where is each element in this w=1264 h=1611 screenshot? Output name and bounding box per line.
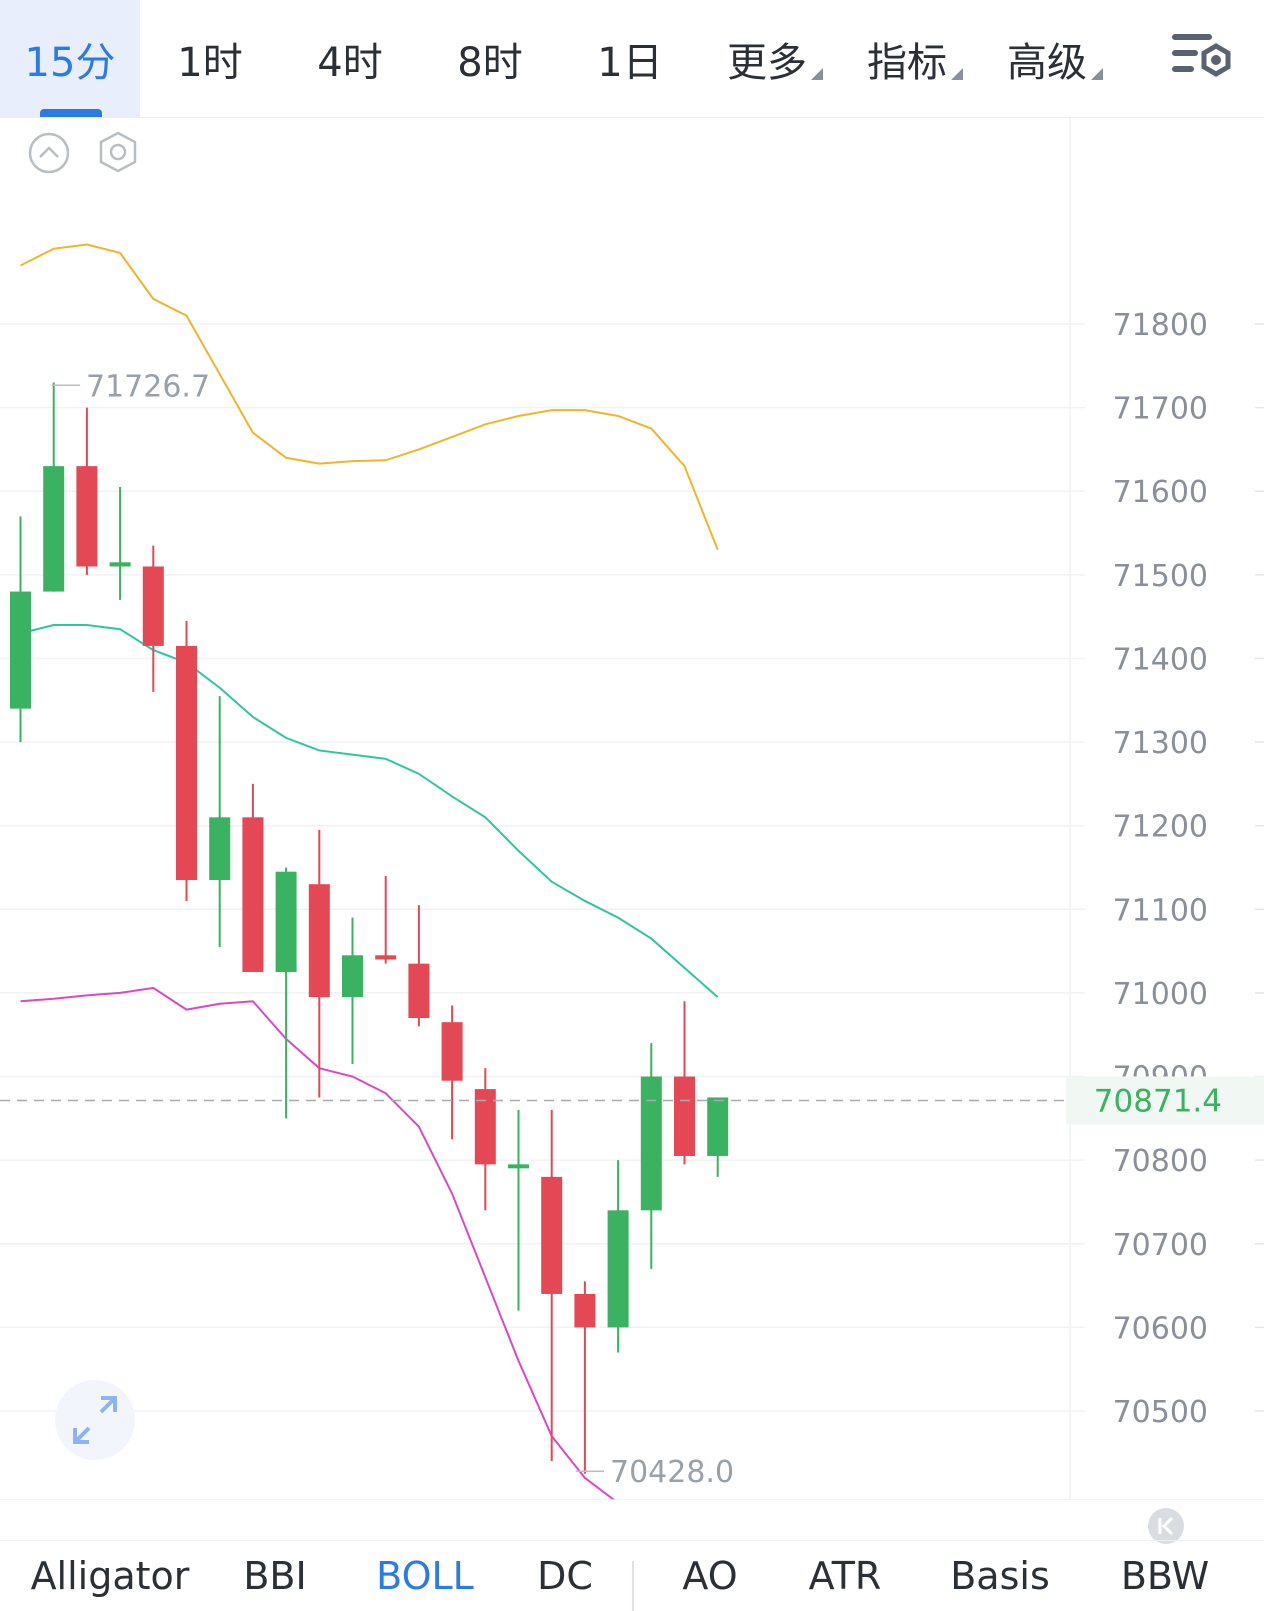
tab-15min[interactable]: 15分: [0, 0, 140, 117]
tab-label: 指标: [867, 39, 947, 86]
settings-hexagon-icon[interactable]: [96, 130, 140, 174]
indicator-tab-label: ATR: [808, 1554, 882, 1598]
indicator-tab-dc[interactable]: DC: [510, 1541, 620, 1611]
candle-body: [674, 1076, 695, 1156]
candle-body: [142, 566, 164, 646]
candle-body: [43, 466, 65, 592]
indicator-tab-label: BOLL: [376, 1554, 474, 1598]
last-price-label: 70871.4: [1094, 1083, 1222, 1119]
candle-body: [242, 817, 264, 973]
price-axis-label: 71100: [1113, 893, 1208, 928]
scroll-to-latest-icon[interactable]: [1148, 1508, 1184, 1544]
candle-body: [10, 591, 31, 709]
candle-body: [209, 817, 231, 881]
tab-advanced-dropdown[interactable]: 高级: [985, 0, 1125, 117]
candle-body: [76, 466, 98, 567]
candle-body: [308, 884, 330, 998]
high-price-marker: 71726.7: [86, 369, 210, 404]
indicator-tab-label: AO: [682, 1554, 738, 1598]
tab-label: 高级: [1007, 39, 1087, 86]
price-axis-label: 71000: [1113, 977, 1208, 1012]
tab-more-dropdown[interactable]: 更多: [705, 0, 845, 117]
tab-4h[interactable]: 4时: [280, 0, 420, 117]
dropdown-caret-icon: [811, 67, 823, 80]
tab-1h[interactable]: 1时: [140, 0, 280, 117]
indicator-tab-ao[interactable]: AO: [650, 1541, 770, 1611]
price-axis-label: 71800: [1113, 308, 1208, 343]
chart-canvas[interactable]: 71800 71700 71600 71500 71400 71300 71200 71100…: [0, 118, 1264, 1541]
price-axis-label: 70500: [1113, 1395, 1208, 1430]
tab-indicators-dropdown[interactable]: 指标: [845, 0, 985, 117]
indicator-tab-basis[interactable]: Basis: [925, 1541, 1075, 1611]
indicator-tab-label: Alligator: [30, 1554, 190, 1598]
collapse-up-icon[interactable]: [28, 132, 70, 174]
boll-mid-line: [20, 624, 719, 998]
candle-body: [640, 1076, 662, 1211]
indicator-tab-label: Basis: [950, 1554, 1050, 1598]
candle-body: [375, 955, 397, 960]
indicator-tab-alligator[interactable]: Alligator: [20, 1541, 200, 1611]
candle-body: [275, 871, 297, 973]
price-axis-label: 70600: [1113, 1311, 1208, 1346]
price-axis-label: 71200: [1113, 810, 1208, 845]
indicator-tab-label: BBW: [1120, 1554, 1210, 1598]
tab-1d[interactable]: 1日: [560, 0, 700, 117]
low-price-marker: 70428.0: [610, 1455, 734, 1490]
indicator-tab-bar: Alligator BBI BOLL DC AO ATR Basis BBW: [0, 1540, 1264, 1611]
candle-body: [109, 562, 131, 567]
tab-label: 更多: [727, 39, 807, 86]
tab-label: 15分: [24, 39, 116, 86]
price-axis-label: 70700: [1113, 1228, 1208, 1263]
last-price-badge: [1066, 1076, 1264, 1125]
timeframe-tab-bar: 15分 1时 4时 8时 1日 更多 指标 高级: [0, 0, 1264, 118]
indicator-tab-label: DC: [537, 1554, 593, 1598]
boll-lower-line: [20, 986, 719, 1525]
indicator-tab-boll[interactable]: BOLL: [350, 1541, 500, 1611]
candle-body: [176, 645, 197, 881]
candle-body: [508, 1164, 529, 1169]
tab-label: 8时: [457, 39, 523, 86]
indicator-tab-atr[interactable]: ATR: [780, 1541, 910, 1611]
price-axis-label: 71400: [1113, 642, 1208, 677]
tab-label: 1时: [177, 39, 243, 86]
candle-body: [342, 955, 363, 998]
price-axis-label: 71700: [1113, 392, 1208, 427]
tab-label: 4时: [317, 39, 383, 86]
tab-divider: [632, 1561, 634, 1611]
price-axis-label: 70800: [1113, 1144, 1208, 1179]
price-axis-label: 71500: [1113, 559, 1208, 594]
expand-icon[interactable]: [55, 1380, 135, 1460]
candle-body: [474, 1089, 496, 1165]
candlestick-chart[interactable]: 71800 71700 71600 71500 71400 71300 71200 71100…: [0, 118, 1264, 1541]
indicator-tab-bbi[interactable]: BBI: [210, 1541, 340, 1611]
candle-body: [541, 1176, 563, 1294]
active-tab-indicator: [40, 109, 102, 117]
price-axis-label: 71600: [1113, 475, 1208, 510]
dropdown-caret-icon: [1091, 67, 1103, 80]
tab-label: 1日: [597, 39, 663, 86]
candle-body: [408, 963, 430, 1019]
chart-settings-icon[interactable]: [1170, 30, 1234, 86]
price-axis-label: 71300: [1113, 726, 1208, 761]
candle-body: [441, 1022, 463, 1081]
candle-body: [607, 1210, 629, 1328]
indicator-tab-label: BBI: [243, 1554, 307, 1598]
candle-body: [707, 1097, 729, 1156]
boll-upper-line: [20, 243, 719, 551]
dropdown-caret-icon: [951, 67, 963, 80]
tab-8h[interactable]: 8时: [420, 0, 560, 117]
indicator-tab-bbw[interactable]: BBW: [1090, 1541, 1240, 1611]
candle-body: [574, 1293, 596, 1328]
